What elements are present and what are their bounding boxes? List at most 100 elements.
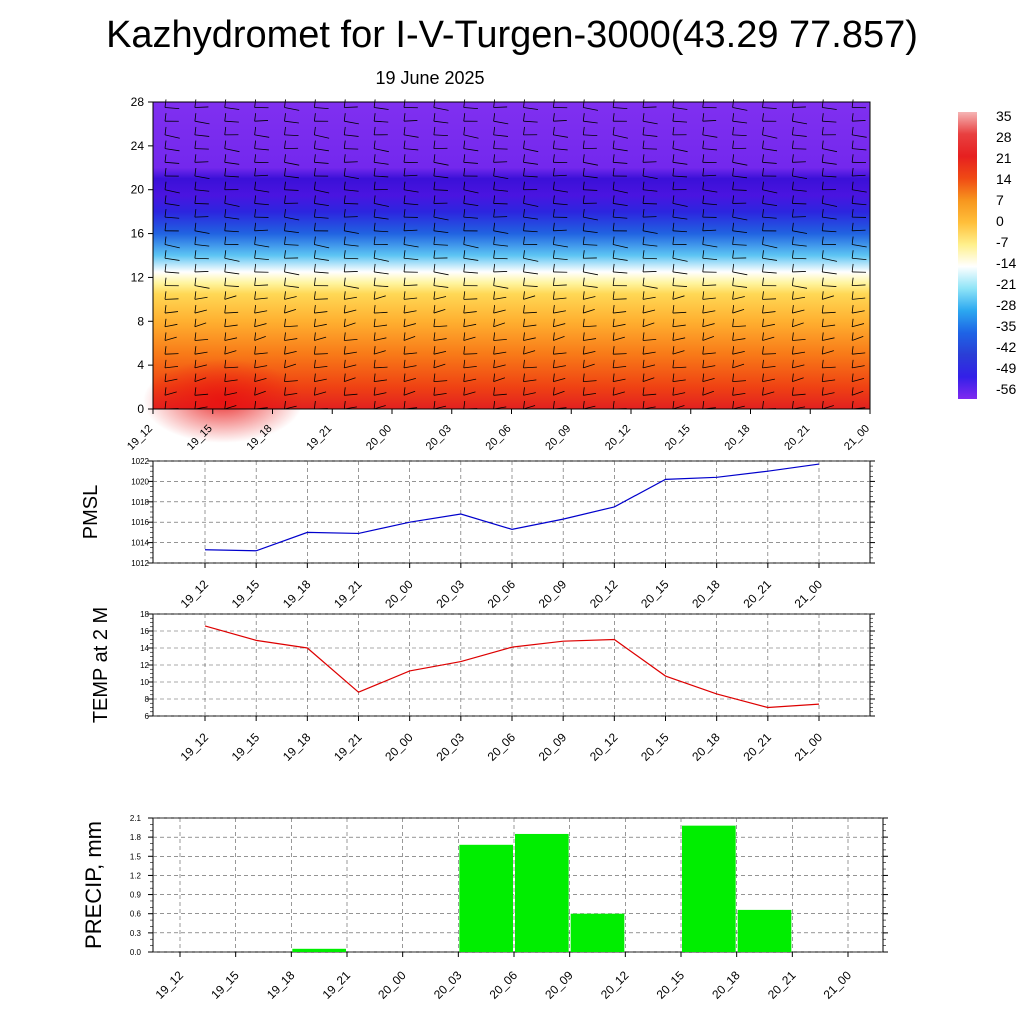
wind-barb-flag <box>851 154 854 163</box>
wind-barb-flag <box>164 236 167 245</box>
pmsl-y-tick-label: 1020 <box>131 477 149 486</box>
wind-barb <box>672 107 688 110</box>
wind-barb <box>194 134 210 137</box>
wind-barb-flag <box>224 99 227 108</box>
wind-barb <box>433 244 448 246</box>
wind-barb <box>762 378 775 382</box>
wind-barb <box>613 189 628 194</box>
wind-barb-flag <box>284 140 286 149</box>
wind-barb-flag <box>582 291 585 300</box>
wind-barb-flag <box>552 222 555 231</box>
wind-barb <box>642 134 658 137</box>
wind-barb-flag <box>194 263 197 272</box>
wind-barb <box>702 148 718 151</box>
wind-barb-flag <box>851 291 854 300</box>
colorbar-label: 35 <box>996 108 1012 124</box>
x-tick-label: 20_09 <box>543 423 573 453</box>
wind-barb-flag <box>493 195 496 204</box>
wind-barb <box>374 405 386 410</box>
wind-barb-flag <box>732 359 735 368</box>
wind-barb-flag <box>403 250 406 259</box>
wind-barb <box>732 296 745 300</box>
wind-barb <box>852 174 866 177</box>
wind-barb-flag <box>552 99 555 108</box>
wind-barb <box>732 161 748 166</box>
pmsl-x-tick-label: 20_00 <box>382 577 416 611</box>
wind-barb <box>523 337 536 341</box>
wind-barb-flag <box>702 181 705 190</box>
wind-barb-flag <box>821 99 824 108</box>
wind-barb-flag <box>313 250 316 259</box>
wind-barb <box>463 311 477 314</box>
wind-barb <box>852 284 866 287</box>
wind-barb-flag <box>164 140 167 149</box>
wind-barb <box>403 378 416 382</box>
wind-barb-flag <box>552 263 555 272</box>
wind-barb <box>642 106 657 108</box>
wind-barb-flag <box>762 126 764 135</box>
wind-barb <box>344 364 357 369</box>
wind-barb-flag <box>313 126 316 135</box>
wind-barb-flag <box>791 400 794 410</box>
wind-barb <box>732 285 748 288</box>
wind-barb-flag <box>642 346 645 355</box>
wind-barb <box>254 134 270 138</box>
wind-barb-flag <box>582 167 585 177</box>
wind-barb <box>284 296 297 300</box>
wind-barb-flag <box>672 387 675 396</box>
wind-barb-flag <box>224 305 227 314</box>
wind-barb-flag <box>343 387 346 396</box>
wind-barb-flag <box>194 359 197 368</box>
wind-barb <box>702 365 716 369</box>
colorbar-label: -7 <box>996 234 1009 250</box>
wind-barb-flag <box>164 291 167 300</box>
wind-barb <box>194 271 209 273</box>
wind-barb-flag <box>164 126 167 135</box>
wind-barb-flag <box>642 387 645 396</box>
wind-barb-flag <box>732 209 735 218</box>
wind-barb <box>642 161 657 163</box>
wind-barb-flag <box>672 126 675 135</box>
wind-barb-flag <box>582 277 585 286</box>
wind-barb-flag <box>164 373 167 382</box>
wind-barb <box>672 203 688 207</box>
wind-barb <box>433 325 448 328</box>
wind-barb <box>792 377 804 382</box>
wind-barb-flag <box>821 209 824 218</box>
pmsl-x-tick-label: 20_21 <box>740 577 774 611</box>
wind-barb <box>284 392 298 396</box>
wind-barb-flag <box>612 263 615 272</box>
wind-barb <box>463 353 478 355</box>
wind-barb <box>702 352 716 355</box>
wind-barb <box>762 257 778 261</box>
wind-barb <box>463 161 478 164</box>
wind-barb-flag <box>433 140 436 149</box>
wind-barb-flag <box>433 332 436 341</box>
wind-barb <box>523 175 538 178</box>
wind-barb <box>224 337 238 341</box>
wind-barb <box>583 308 595 314</box>
wind-barb <box>164 336 177 341</box>
wind-barb-flag <box>373 387 376 396</box>
y-tick-label: 16 <box>131 227 145 241</box>
wind-barb-flag <box>702 140 705 149</box>
wind-barb <box>433 392 447 396</box>
wind-barb-flag <box>493 222 496 231</box>
wind-barb-flag <box>642 181 645 190</box>
wind-barb <box>314 257 329 261</box>
wind-barb <box>224 257 240 262</box>
wind-barb-flag <box>552 250 555 259</box>
wind-barb <box>672 337 686 341</box>
wind-barb <box>732 230 748 234</box>
wind-barb-flag <box>373 305 376 314</box>
wind-barb-flag <box>732 195 735 204</box>
wind-barb-flag <box>493 318 496 327</box>
wind-barb <box>314 189 330 194</box>
precip-bar <box>682 825 736 952</box>
wind-barb-flag <box>642 263 645 272</box>
wind-barb <box>493 377 506 382</box>
wind-barb-flag <box>373 318 376 327</box>
wind-barb <box>851 336 864 341</box>
wind-barb-flag <box>493 181 496 190</box>
wind-barb-flag <box>194 400 197 410</box>
